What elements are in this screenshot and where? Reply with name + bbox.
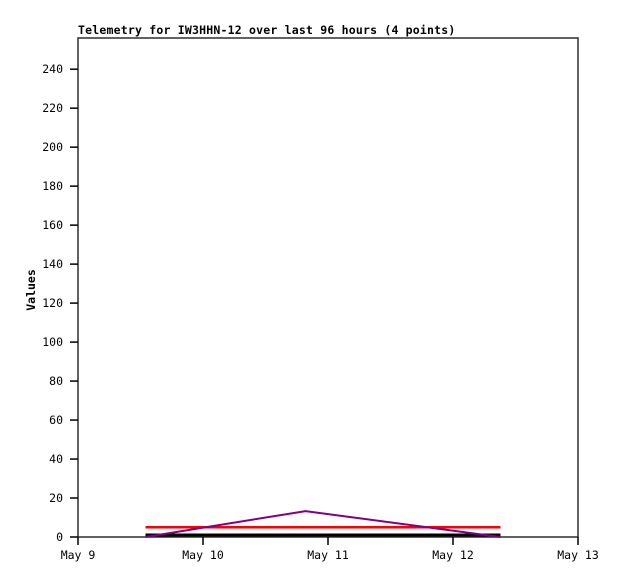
y-tick-label: 120: [42, 296, 63, 310]
x-tick-label: May 12: [432, 548, 474, 562]
y-tick-label: 0: [56, 530, 63, 544]
y-tick-label: 220: [42, 101, 63, 115]
y-tick-label: 20: [49, 491, 63, 505]
y-tick-label: 40: [49, 452, 63, 466]
x-tick-label: May 11: [307, 548, 349, 562]
x-tick-label: May 9: [61, 548, 96, 562]
x-tick-label: May 13: [557, 548, 599, 562]
y-tick-label: 180: [42, 179, 63, 193]
x-tick-label: May 10: [182, 548, 224, 562]
y-tick-label: 60: [49, 413, 63, 427]
plot-border: [77, 37, 579, 538]
y-tick-label: 200: [42, 140, 63, 154]
y-tick-label: 240: [42, 62, 63, 76]
chart-title: Telemetry for IW3HHN-12 over last 96 hou…: [78, 23, 456, 37]
y-tick-label: 100: [42, 335, 63, 349]
y-tick-label: 160: [42, 218, 63, 232]
y-tick-label: 140: [42, 257, 63, 271]
series-channel-purple-peak: [145, 510, 501, 538]
y-tick-label: 80: [49, 374, 63, 388]
